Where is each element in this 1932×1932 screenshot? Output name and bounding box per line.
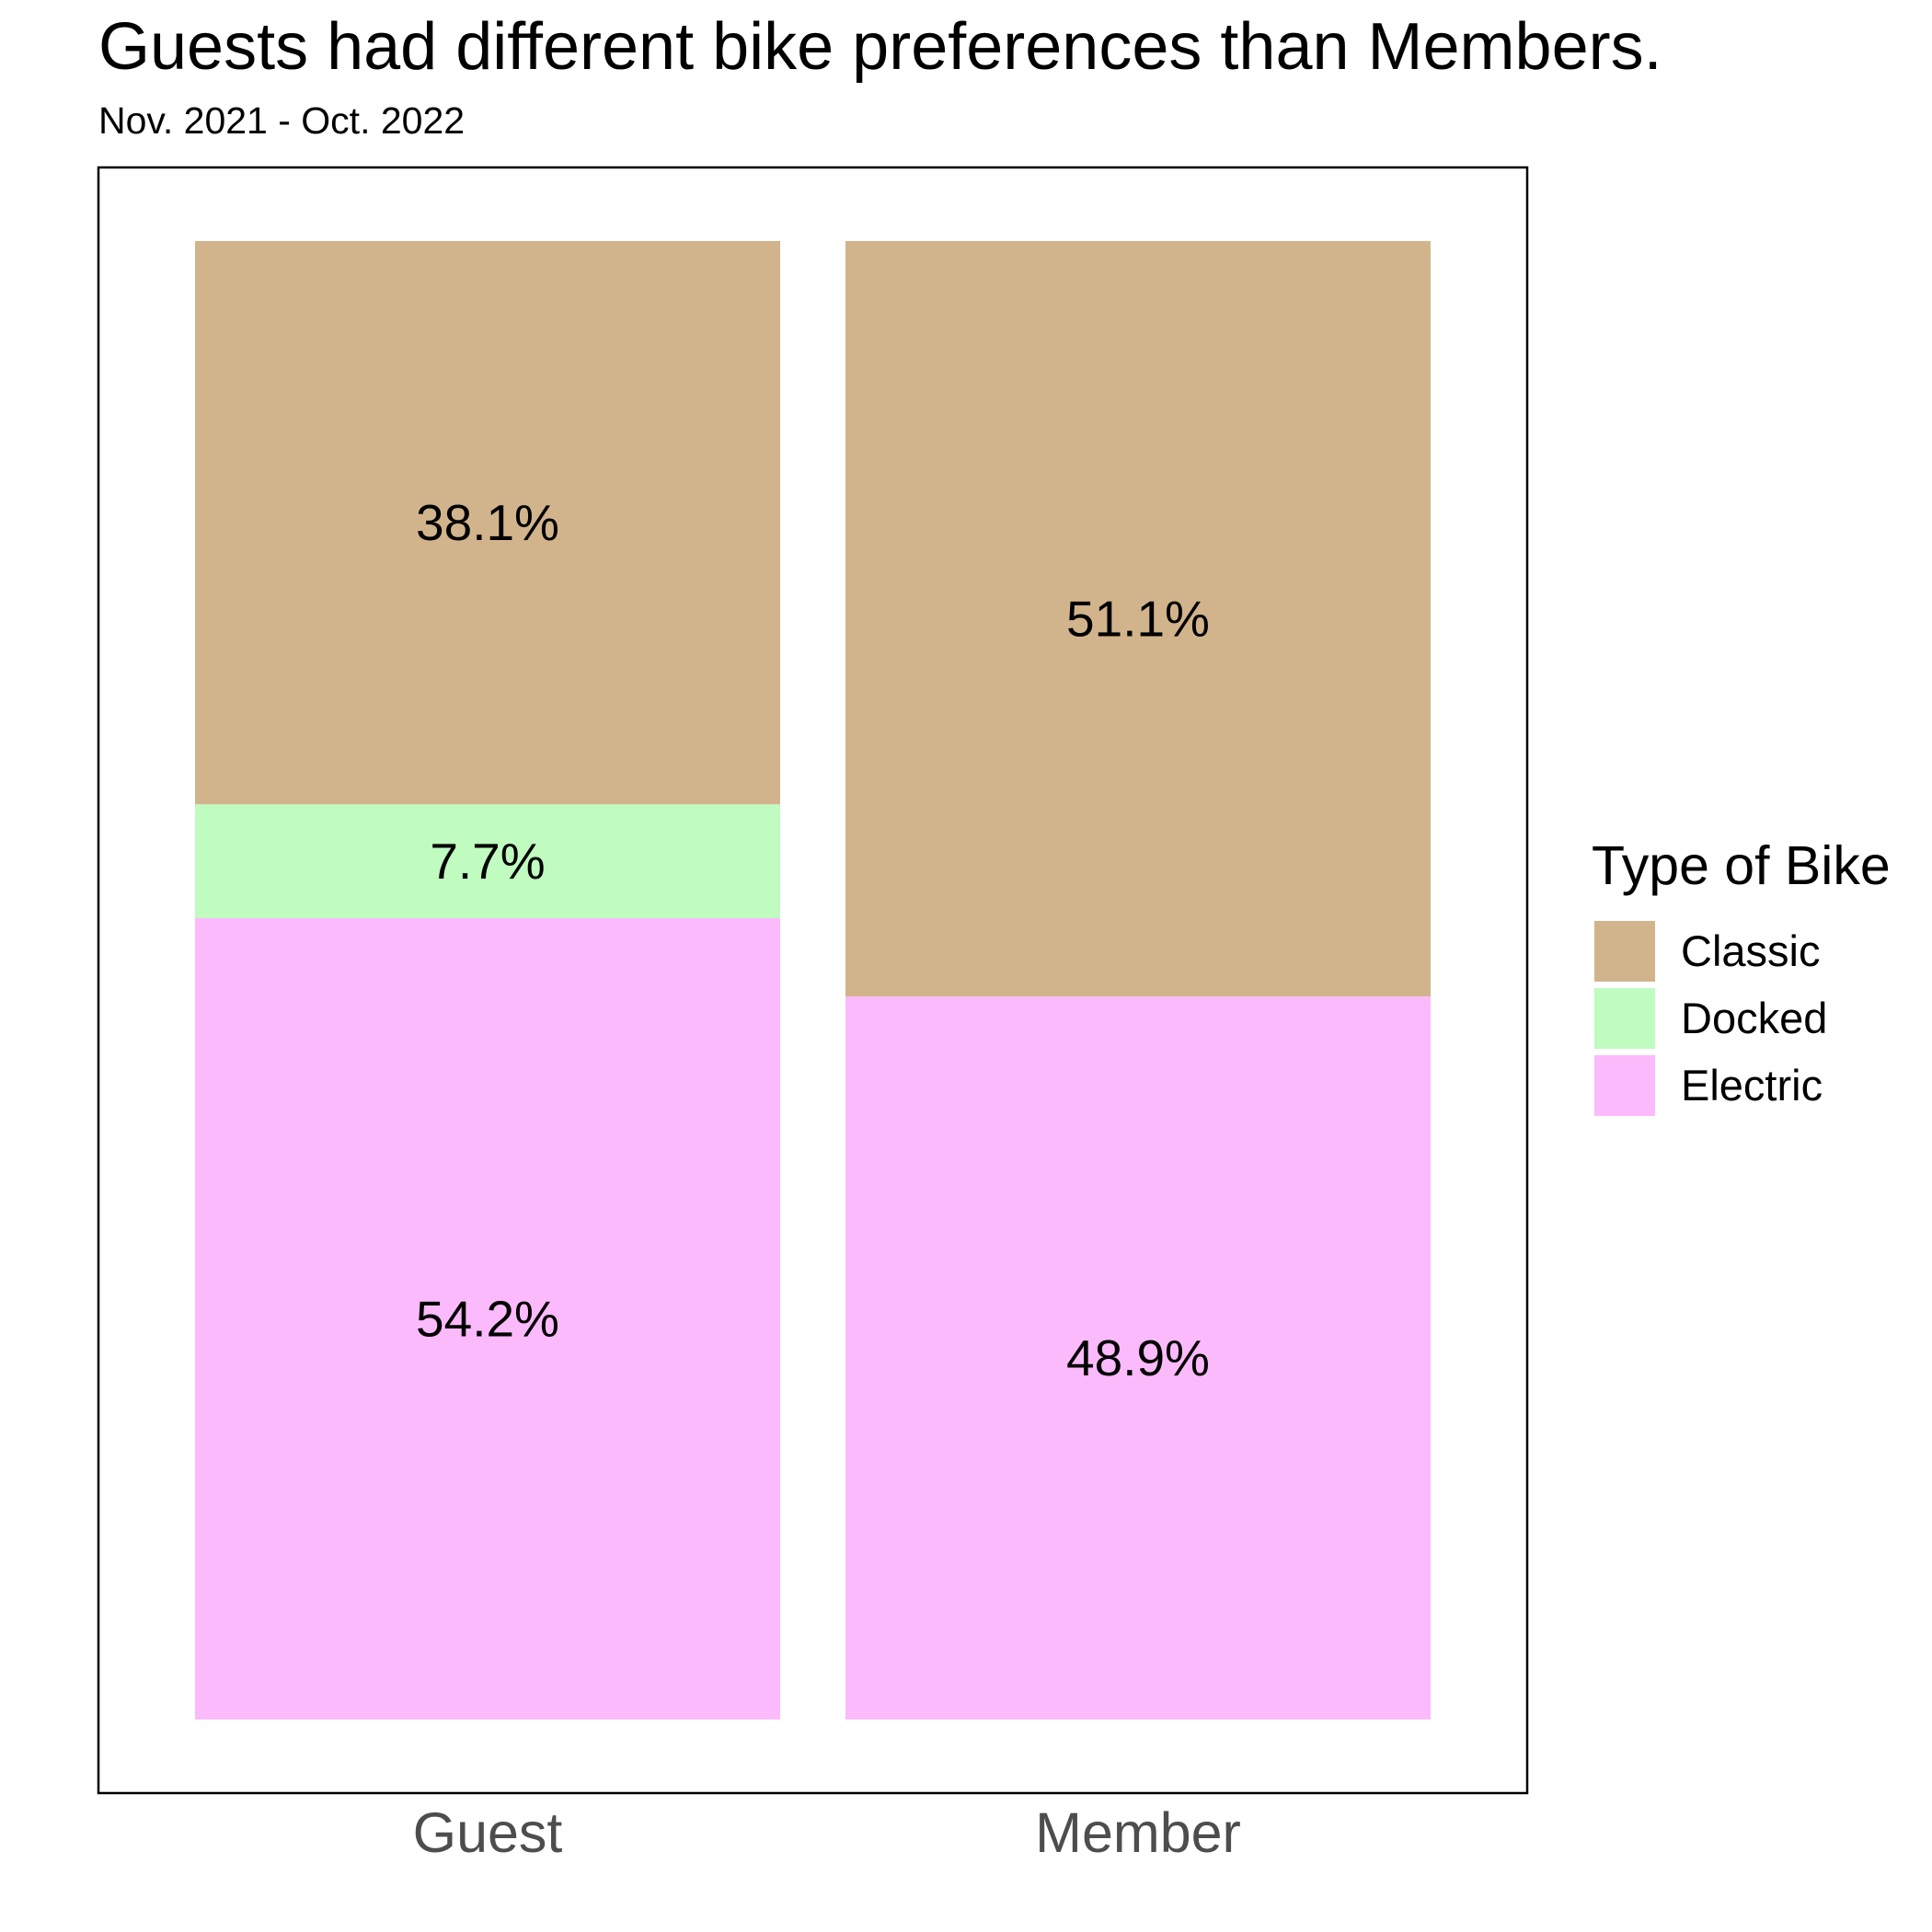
- bar-segment-member-electric: [845, 996, 1431, 1719]
- legend-key-docked: [1594, 988, 1655, 1049]
- legend-label-electric: Electric: [1681, 1061, 1823, 1110]
- legend-items: Classic Docked Electric: [1594, 921, 1827, 1116]
- legend-label-classic: Classic: [1681, 926, 1820, 975]
- legend-title: Type of Bike: [1592, 835, 1891, 896]
- legend-key-electric: [1594, 1055, 1655, 1116]
- chart-title: Guests had different bike preferences th…: [98, 10, 1662, 84]
- x-tick-label-member: Member: [1035, 1801, 1241, 1864]
- x-tick-label-guest: Guest: [413, 1801, 563, 1864]
- bar-segment-member-classic: [845, 241, 1431, 997]
- data-label-guest-classic: 38.1%: [416, 494, 559, 551]
- data-label-member-classic: 51.1%: [1066, 591, 1210, 648]
- chart-subtitle: Nov. 2021 - Oct. 2022: [98, 99, 465, 142]
- x-tick-labels: Guest Member: [413, 1801, 1241, 1864]
- data-label-guest-electric: 54.2%: [416, 1291, 559, 1348]
- data-label-guest-docked: 7.7%: [430, 833, 545, 890]
- data-labels-layer: 54.2% 7.7% 38.1% 48.9% 51.1%: [416, 494, 1210, 1386]
- data-label-member-electric: 48.9%: [1066, 1329, 1210, 1386]
- legend-key-classic: [1594, 921, 1655, 982]
- bars-layer: [195, 241, 1431, 1719]
- legend: Type of Bike Classic Docked Electric: [1592, 835, 1891, 1116]
- bar-segment-guest-docked: [195, 804, 780, 919]
- bar-segment-guest-electric: [195, 918, 780, 1719]
- legend-label-docked: Docked: [1681, 994, 1827, 1042]
- bar-segment-guest-classic: [195, 241, 780, 805]
